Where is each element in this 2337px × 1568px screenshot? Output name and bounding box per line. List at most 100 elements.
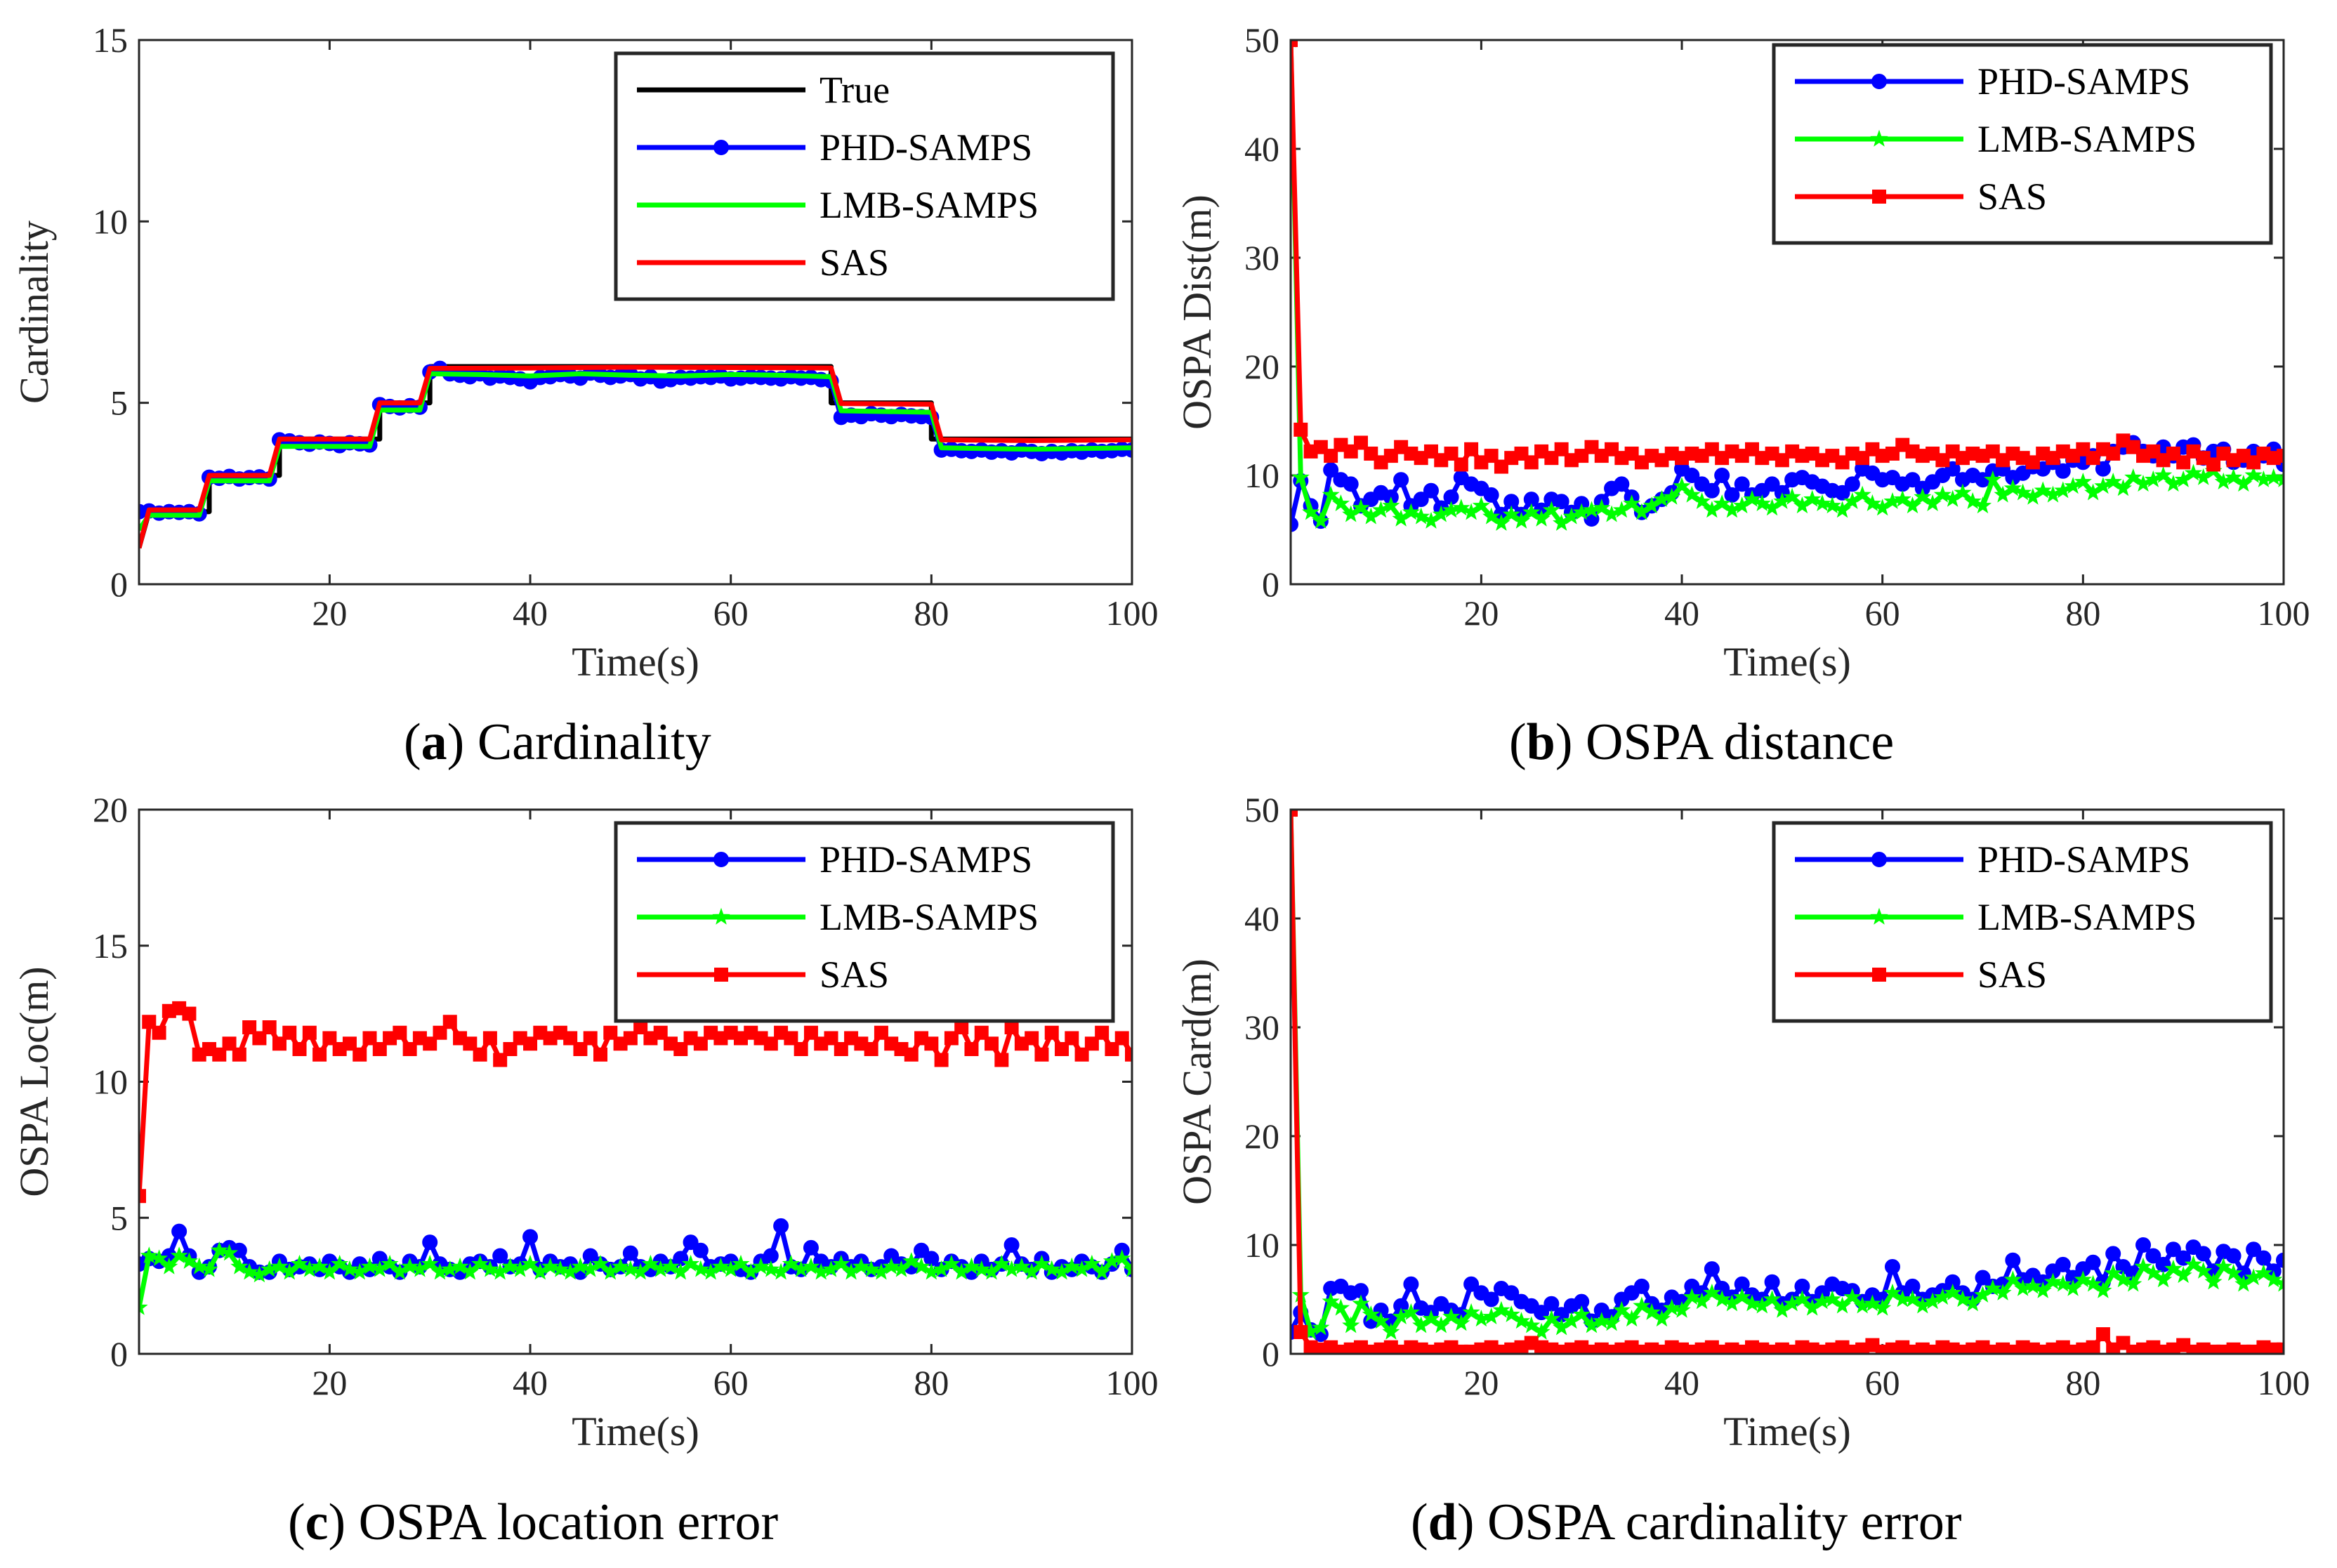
point-b-lmb-99 xyxy=(2275,470,2284,487)
point-d-lmb-90 xyxy=(2184,1255,2203,1272)
point-d-lmb-18 xyxy=(1462,1303,1480,1320)
point-c-sas-0 xyxy=(139,1189,146,1204)
point-c-lmb-39 xyxy=(521,1254,539,1272)
series-d-lmb xyxy=(1291,810,2284,1340)
point-c-lmb-18 xyxy=(310,1257,329,1274)
point-b-phd-20 xyxy=(1483,487,1499,503)
point-c-sas-83 xyxy=(964,1042,979,1056)
point-c-phd-49 xyxy=(622,1245,638,1261)
legend-label-b-phd: PHD-SAMPS xyxy=(1977,60,2190,103)
point-c-lmb-81 xyxy=(942,1254,961,1272)
point-d-phd-20 xyxy=(1483,1291,1499,1307)
point-d-sas-1 xyxy=(1293,1325,1308,1339)
point-d-lmb-58 xyxy=(1863,1294,1882,1312)
point-c-lmb-28 xyxy=(411,1260,429,1277)
y-tick-label-c-4: 20 xyxy=(93,790,128,829)
point-b-lmb-83 xyxy=(2114,479,2132,496)
point-d-lmb-84 xyxy=(2124,1274,2142,1292)
point-c-sas-97 xyxy=(1105,1042,1119,1056)
point-c-lmb-46 xyxy=(591,1254,610,1272)
point-c-sas-37 xyxy=(503,1042,518,1056)
point-d-lmb-21 xyxy=(1492,1300,1510,1318)
point-b-lmb-2 xyxy=(1301,503,1320,520)
legend-marker-b-lmb xyxy=(1870,129,1888,147)
point-d-lmb-47 xyxy=(1753,1296,1771,1314)
point-d-phd-80 xyxy=(2085,1254,2101,1270)
point-c-sas-74 xyxy=(874,1025,888,1040)
point-b-lmb-96 xyxy=(2244,466,2263,483)
legend-marker-c-sas xyxy=(714,968,728,982)
point-b-lmb-61 xyxy=(1893,489,1911,507)
point-b-lmb-31 xyxy=(1593,499,1611,516)
point-d-lmb-94 xyxy=(2224,1264,2243,1281)
point-b-lmb-18 xyxy=(1462,503,1480,520)
point-b-sas-92 xyxy=(2206,457,2221,472)
point-d-lmb-4 xyxy=(1322,1292,1340,1310)
point-c-sas-91 xyxy=(1044,1025,1059,1040)
point-d-lmb-49 xyxy=(1773,1300,1791,1318)
point-c-sas-11 xyxy=(242,1020,257,1034)
point-b-phd-27 xyxy=(1553,494,1569,510)
point-d-lmb-95 xyxy=(2234,1274,2253,1292)
point-c-sas-63 xyxy=(763,1036,778,1051)
point-b-phd-42 xyxy=(1704,482,1720,499)
point-c-sas-13 xyxy=(262,1020,277,1034)
point-d-lmb-30 xyxy=(1582,1316,1600,1333)
point-c-phd-64 xyxy=(773,1218,789,1234)
point-c-lmb-4 xyxy=(170,1246,188,1264)
point-b-lmb-15 xyxy=(1432,505,1450,522)
point-c-sas-73 xyxy=(864,1042,878,1056)
point-d-lmb-36 xyxy=(1643,1303,1661,1320)
point-c-sas-85 xyxy=(985,1036,999,1051)
point-c-sas-84 xyxy=(974,1025,989,1040)
legend-marker-d-lmb xyxy=(1870,907,1888,925)
point-c-sas-17 xyxy=(302,1025,317,1040)
point-b-lmb-85 xyxy=(2134,475,2152,492)
point-c-phd-55 xyxy=(683,1234,699,1251)
point-c-sas-46 xyxy=(593,1047,608,1062)
point-c-lmb-38 xyxy=(511,1260,529,1277)
point-d-lmb-40 xyxy=(1683,1288,1701,1305)
series-c-lmb xyxy=(139,1241,1132,1315)
x-tick-label-d-0: 20 xyxy=(1463,1363,1499,1402)
point-c-lmb-27 xyxy=(401,1257,419,1274)
series-line-a-sas xyxy=(139,364,1132,549)
point-b-lmb-8 xyxy=(1362,507,1380,525)
point-b-lmb-67 xyxy=(1954,483,1972,501)
y-tick-label-d-0: 0 xyxy=(1262,1334,1279,1373)
point-b-lmb-75 xyxy=(2034,481,2052,499)
series-b-lmb xyxy=(1291,40,2284,531)
legend-marker-a-phd xyxy=(713,140,729,155)
point-c-lmb-23 xyxy=(360,1257,379,1274)
point-d-lmb-92 xyxy=(2204,1272,2223,1290)
point-c-lmb-61 xyxy=(742,1263,760,1280)
x-tick-label-a-2: 60 xyxy=(713,593,749,633)
point-b-lmb-45 xyxy=(1733,496,1751,514)
point-b-sas-89 xyxy=(2176,455,2191,470)
point-b-lmb-36 xyxy=(1643,496,1661,514)
point-d-lmb-69 xyxy=(1974,1286,1992,1303)
point-b-phd-6 xyxy=(1343,476,1359,492)
panel-b: 20 40 60 80 100 0 10 20 30 40 50 Time(s) OSPA Dist(m… xyxy=(1168,0,2337,784)
caption-c-letter: c xyxy=(305,1494,329,1551)
y-tick-label-b-4: 40 xyxy=(1244,129,1279,169)
point-c-sas-95 xyxy=(1084,1036,1099,1051)
point-c-lmb-3 xyxy=(160,1257,178,1274)
legend-box-a xyxy=(614,51,1115,301)
point-c-lmb-63 xyxy=(762,1260,780,1277)
point-d-phd-94 xyxy=(2225,1248,2241,1264)
x-tick-label-a-4: 100 xyxy=(1106,593,1159,633)
point-b-sas-1 xyxy=(1293,422,1308,437)
point-b-lmb-79 xyxy=(2074,473,2092,490)
point-c-sas-66 xyxy=(794,1042,808,1056)
point-b-lmb-44 xyxy=(1723,501,1742,518)
y-tick-label-a-3: 15 xyxy=(93,20,128,60)
point-d-lmb-39 xyxy=(1673,1300,1691,1318)
point-b-lmb-12 xyxy=(1402,503,1421,520)
point-d-lmb-87 xyxy=(2154,1270,2173,1288)
point-d-lmb-46 xyxy=(1743,1294,1761,1312)
point-b-lmb-3 xyxy=(1312,511,1330,529)
point-b-lmb-6 xyxy=(1342,505,1360,522)
point-c-lmb-36 xyxy=(491,1263,509,1280)
x-tick-label-a-3: 80 xyxy=(914,593,949,633)
